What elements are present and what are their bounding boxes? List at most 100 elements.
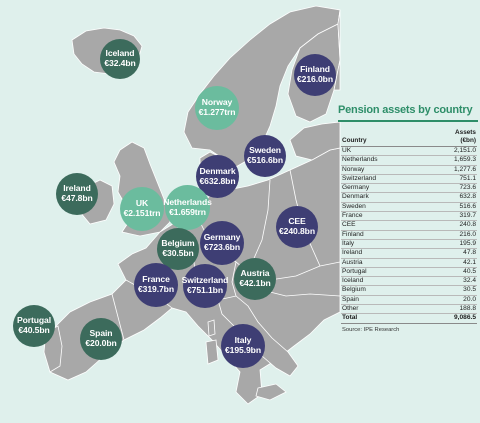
table-row: Ireland 47.8	[341, 248, 477, 259]
bubble-country-label: Belgium	[161, 238, 195, 249]
bubble-netherlands: Netherlands €1.659trn	[163, 185, 212, 230]
bubble-value-label: €40.5bn	[18, 325, 50, 335]
cell-assets: 47.8	[423, 248, 477, 259]
bubble-value-label: €751.1bn	[187, 285, 223, 295]
table-row: Germany 723.6	[341, 183, 477, 194]
cell-country: Switzerland	[341, 174, 424, 185]
bubble-country-label: Sweden	[249, 145, 281, 156]
bubble-country-label: Norway	[201, 97, 233, 108]
bubble-value-label: €723.6bn	[204, 242, 240, 252]
column-header-assets: Assets (€bn)	[424, 129, 477, 147]
bubble-country-label: Switzerland	[181, 275, 229, 286]
cell-assets: 723.6	[423, 183, 477, 194]
land-sardinia	[205, 339, 219, 365]
table-row: Italy 195.9	[341, 239, 477, 250]
table-row: CEE 240.8	[341, 220, 477, 231]
cell-assets: 1,659.3	[423, 155, 477, 166]
table-row: Portugal 40.5	[341, 267, 477, 278]
cell-country: Ireland	[341, 248, 424, 259]
source-note: Source: IPE Research	[342, 326, 400, 333]
bubble-country-label: CEE	[288, 216, 306, 227]
table-header-row: Country Assets (€bn)	[341, 129, 477, 147]
bubble-value-label: €32.4bn	[104, 58, 136, 68]
table-body: UK 2,151.0 Netherlands 1,659.3 Norway 1,277.6…	[341, 146, 477, 324]
bubble-portugal: Portugal €40.5bn	[13, 305, 55, 347]
cell-country: France	[341, 211, 424, 222]
table-row: Finland 216.0	[341, 230, 477, 240]
bubble-value-label: €30.5bn	[162, 248, 194, 258]
land-sicily	[255, 383, 287, 401]
bubble-austria: Austria €42.1bn	[234, 258, 276, 300]
table-row: Other 188.8	[341, 304, 477, 315]
bubble-country-label: Germany	[203, 232, 241, 243]
bubble-iceland: Iceland €32.4bn	[100, 39, 140, 79]
cell-country: Italy	[341, 239, 424, 250]
bubble-belgium: Belgium €30.5bn	[157, 228, 199, 270]
pension-assets-table-panel: Pension assets by country Country Assets…	[338, 103, 478, 353]
table-row: Spain 20.0	[341, 295, 477, 306]
bubble-italy: Italy €195.9bn	[221, 324, 265, 368]
bubble-norway: Norway €1.277trn	[195, 86, 239, 130]
bubble-country-label: Italy	[234, 335, 252, 346]
table-row: Iceland 32.4	[341, 276, 477, 287]
cell-assets: 42.1	[423, 258, 477, 268]
cell-assets: 2,151.0	[423, 146, 477, 157]
cell-assets: 188.8	[423, 304, 477, 315]
table-row: Sweden 516.6	[341, 202, 477, 213]
bubble-country-label: France	[142, 274, 170, 285]
cell-assets: 32.4	[423, 276, 477, 287]
bubble-switzerland: Switzerland €751.1bn	[181, 264, 229, 308]
column-header-assets-line1: Assets	[455, 129, 476, 136]
land-baltics	[289, 121, 341, 161]
bubble-country-label: Denmark	[199, 165, 236, 176]
cell-assets: 40.5	[423, 267, 477, 278]
bubble-value-label: €319.7bn	[138, 284, 174, 294]
cell-country: Germany	[341, 183, 424, 194]
bubble-country-label: Iceland	[105, 48, 135, 59]
title-divider	[338, 120, 478, 122]
table-row: Switzerland 751.1	[341, 174, 477, 185]
table-row: Austria 42.1	[341, 258, 477, 268]
cell-country: Spain	[341, 295, 424, 306]
cell-total-value: 9,086.5	[423, 313, 477, 324]
cell-country: Portugal	[341, 267, 424, 278]
cell-assets: 240.8	[423, 220, 477, 231]
bubble-country-label: Portugal	[16, 315, 52, 326]
cell-country: Austria	[341, 258, 424, 268]
cell-country: Netherlands	[341, 155, 424, 166]
table-row: Belgium 30.5	[341, 285, 477, 296]
cell-country: Sweden	[341, 202, 424, 213]
bubble-country-label: Austria	[240, 268, 270, 279]
table-row: UK 2,151.0	[341, 146, 477, 157]
cell-assets: 319.7	[423, 211, 477, 222]
column-header-assets-line2: (€bn)	[460, 137, 476, 144]
land-russia	[333, 9, 341, 91]
cell-country: Belgium	[341, 285, 424, 296]
cell-assets: 751.1	[423, 174, 477, 185]
cell-country: CEE	[341, 220, 424, 231]
cell-country: Norway	[341, 165, 424, 175]
table-row: France 319.7	[341, 211, 477, 222]
cell-assets: 195.9	[423, 239, 477, 250]
bubble-value-label: €632.8bn	[199, 175, 236, 186]
bubble-value-label: €2.151trn	[123, 208, 161, 218]
cell-country: UK	[341, 146, 424, 157]
bubble-value-label: €42.1bn	[239, 278, 271, 288]
table-row: Netherlands 1,659.3	[341, 155, 477, 166]
bubble-value-label: €195.9bn	[225, 345, 261, 355]
bubble-value-label: €1.277trn	[198, 107, 236, 117]
bubble-country-label: Finland	[300, 64, 330, 75]
pension-assets-table: Country Assets (€bn) UK 2,151.0 Netherland…	[341, 129, 477, 324]
bubble-value-label: €47.8bn	[61, 193, 93, 203]
bubble-value-label: €516.6bn	[247, 155, 283, 165]
bubble-country-label: Ireland	[63, 183, 91, 194]
cell-country: Other	[341, 304, 424, 315]
bubble-sweden: Sweden €516.6bn	[244, 135, 286, 177]
land-corsica	[207, 319, 216, 337]
bubble-finland: Finland €216.0bn	[294, 54, 336, 96]
cell-country: Iceland	[341, 276, 424, 287]
bubble-france: France €319.7bn	[134, 263, 178, 307]
cell-assets: 516.6	[423, 202, 477, 213]
table-total-row: Total 9,086.5	[341, 313, 477, 324]
